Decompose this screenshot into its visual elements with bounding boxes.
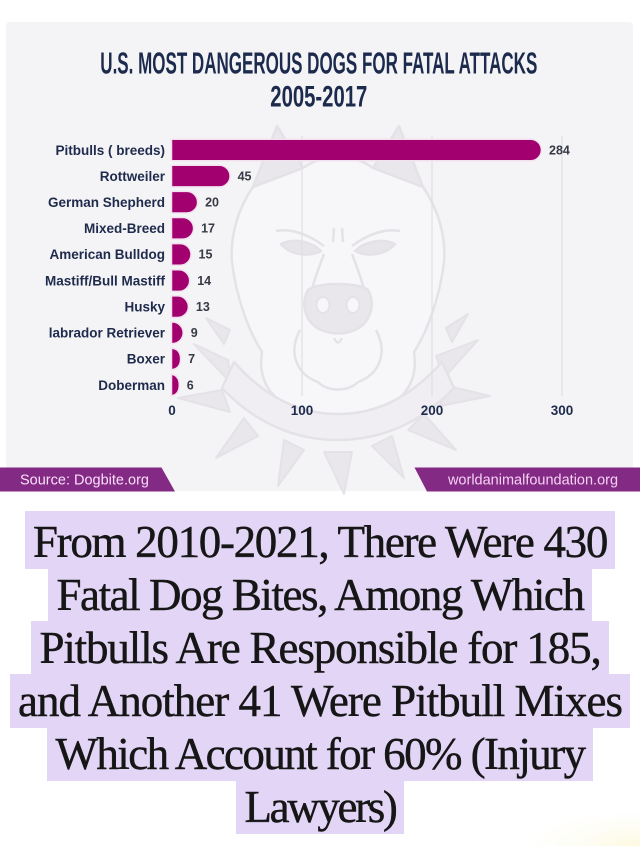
svg-text:Rottweiler: Rottweiler (100, 169, 166, 184)
svg-text:Doberman: Doberman (98, 378, 165, 393)
svg-text:worldanimalfoundation.org: worldanimalfoundation.org (447, 473, 618, 489)
svg-text:200: 200 (421, 403, 444, 418)
svg-text:Mastiff/Bull Mastiff: Mastiff/Bull Mastiff (45, 273, 166, 288)
svg-text:17: 17 (201, 222, 215, 236)
svg-text:0: 0 (168, 403, 176, 418)
svg-text:Source: Dogbite.org: Source: Dogbite.org (20, 473, 149, 489)
svg-text:284: 284 (549, 143, 570, 157)
svg-text:45: 45 (238, 169, 252, 183)
svg-text:Mixed-Breed: Mixed-Breed (84, 221, 165, 236)
svg-text:2005-2017: 2005-2017 (270, 81, 367, 114)
svg-text:labrador Retriever: labrador Retriever (49, 326, 166, 341)
svg-text:15: 15 (199, 248, 213, 262)
svg-text:6: 6 (187, 378, 194, 392)
svg-text:20: 20 (205, 196, 219, 210)
svg-text:American Bulldog: American Bulldog (49, 247, 165, 262)
svg-text:100: 100 (291, 403, 314, 418)
svg-text:14: 14 (197, 274, 211, 288)
svg-text:300: 300 (551, 403, 574, 418)
svg-text:7: 7 (188, 352, 195, 366)
svg-text:German Shepherd: German Shepherd (48, 195, 165, 210)
svg-text:Husky: Husky (124, 300, 165, 315)
svg-text:13: 13 (196, 300, 210, 314)
svg-text:Pitbulls ( breeds): Pitbulls ( breeds) (55, 143, 165, 158)
svg-text:U.S. MOST DANGEROUS DOGS FOR F: U.S. MOST DANGEROUS DOGS FOR FATAL ATTAC… (100, 46, 537, 81)
svg-text:9: 9 (191, 326, 198, 340)
svg-text:Boxer: Boxer (127, 352, 166, 367)
